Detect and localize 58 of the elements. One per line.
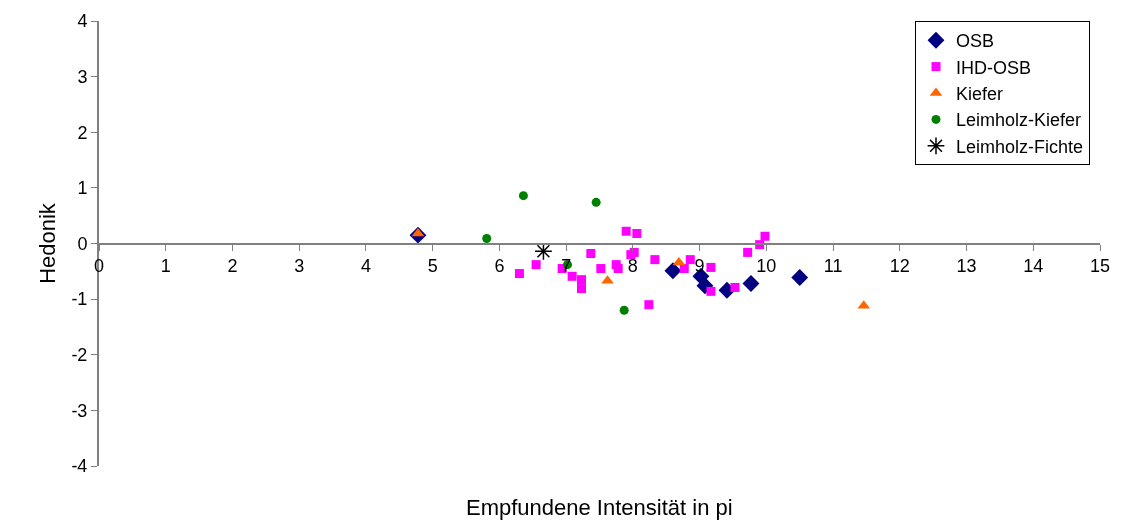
- point: [482, 233, 492, 243]
- point: [664, 262, 682, 280]
- legend-label: IHD-OSB: [955, 57, 1032, 78]
- x-tick-label: 11: [823, 256, 843, 277]
- x-tick-label: 12: [889, 256, 910, 277]
- point: [743, 247, 753, 257]
- y-tick-label: 2: [77, 122, 88, 143]
- x-tick-label: 0: [93, 256, 105, 277]
- point: [576, 275, 586, 285]
- x-tick-label: 5: [427, 256, 438, 277]
- y-tick-label: 0: [77, 233, 88, 254]
- y-tick-label: -3: [71, 400, 88, 421]
- x-tick-label: 8: [627, 256, 638, 277]
- point: [644, 300, 654, 310]
- point: [742, 275, 760, 292]
- point: [613, 264, 623, 274]
- y-tick-label: 1: [77, 178, 88, 199]
- point: [621, 226, 631, 236]
- point: [411, 227, 425, 237]
- x-tick-label: 3: [294, 256, 305, 277]
- legend-label: Kiefer: [955, 84, 1004, 105]
- x-tick-label: 2: [227, 256, 238, 277]
- point: [706, 262, 716, 272]
- x-tick-label: 13: [956, 256, 977, 277]
- x-tick-label: 15: [1089, 256, 1111, 277]
- x-tick-label: 1: [160, 256, 171, 277]
- point: [567, 271, 577, 281]
- legend-label: Leimholz-Fichte: [955, 136, 1084, 157]
- point: [685, 255, 695, 265]
- point: [672, 256, 686, 266]
- point: [730, 282, 740, 292]
- y-tick-label: -2: [71, 345, 88, 366]
- legend-label: Leimholz-Kiefer: [955, 110, 1082, 131]
- point: [632, 228, 642, 238]
- y-tick-label: 3: [77, 66, 88, 87]
- point: [514, 269, 524, 279]
- point: [591, 197, 601, 207]
- point: [531, 260, 541, 270]
- y-tick-label: -4: [71, 456, 88, 477]
- y-axis-title: Hedonik: [34, 202, 60, 284]
- y-tick-label: 4: [77, 11, 88, 32]
- legend-label: OSB: [955, 31, 995, 52]
- x-axis-title: Empfundene Intensität in pi: [466, 495, 733, 520]
- point: [596, 264, 606, 274]
- point: [791, 268, 809, 286]
- y-tick-label: -1: [71, 289, 88, 310]
- point: [760, 231, 770, 241]
- point: [706, 286, 716, 296]
- x-tick-label: 4: [360, 256, 371, 277]
- x-tick-label: 14: [1023, 256, 1044, 277]
- point: [650, 255, 660, 265]
- point: [586, 249, 596, 259]
- x-tick-label: 6: [494, 256, 505, 277]
- point: [679, 264, 689, 274]
- point: [576, 284, 586, 294]
- point: [518, 191, 528, 201]
- x-tick-label: 10: [756, 256, 777, 277]
- point: [619, 305, 629, 315]
